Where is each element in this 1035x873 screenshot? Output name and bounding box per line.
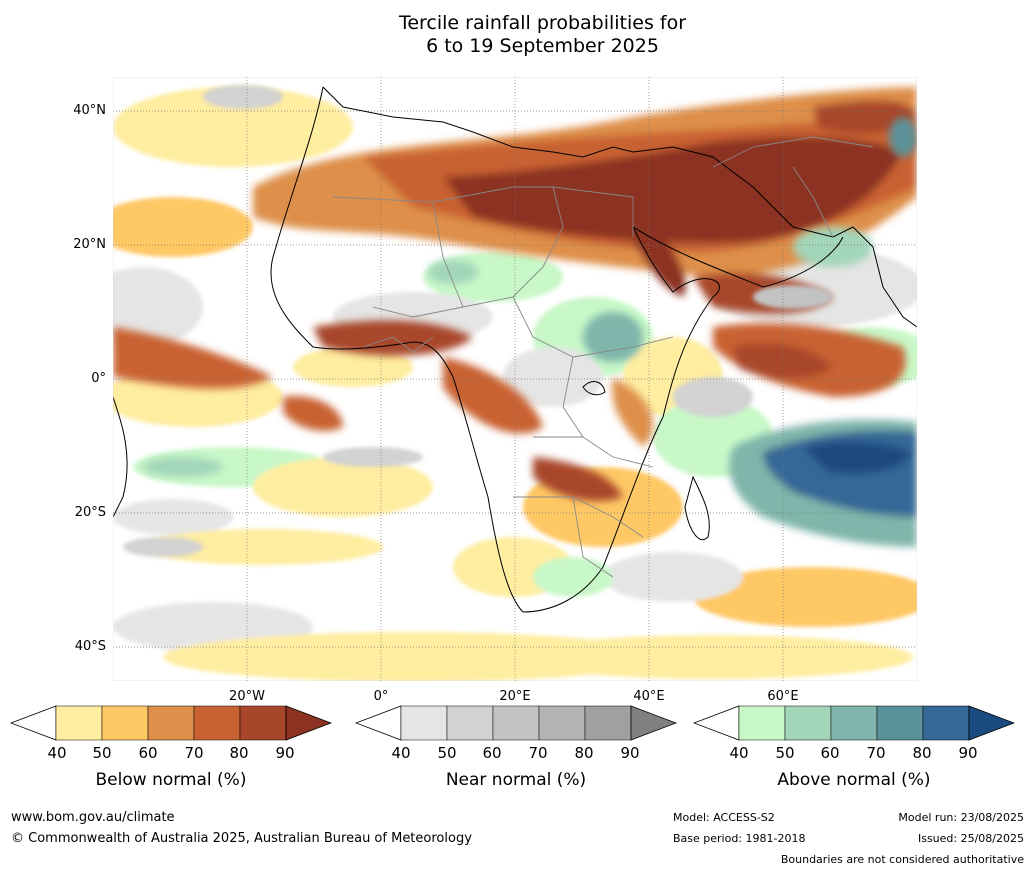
- colorbar-segment: [830, 705, 878, 741]
- above-normal-regions: [143, 117, 917, 547]
- lon-label-0: 0°: [373, 689, 389, 704]
- colorbar-tick: 60: [138, 744, 158, 762]
- below-normal-regions: [113, 87, 917, 501]
- graticule: [113, 77, 917, 681]
- colorbar-tick: 40: [729, 744, 749, 762]
- copyright-text: © Commonwealth of Australia 2025, Austra…: [11, 831, 472, 846]
- colorbar-extend-low: [10, 705, 57, 741]
- lat-label-equator: 0°: [91, 371, 106, 386]
- colorbar-segment: [492, 705, 540, 741]
- colorbar-extend-high: [968, 705, 1015, 741]
- colorbar-segment: [101, 705, 149, 741]
- colorbar-extend-low: [693, 705, 740, 741]
- near-normal-regions: [123, 85, 833, 557]
- rainfall-probability-map: [113, 77, 917, 681]
- colorbar-tick: 70: [184, 744, 204, 762]
- colorbar-segment: [784, 705, 832, 741]
- base-probability-field: [113, 87, 917, 681]
- boundaries-disclaimer: Boundaries are not considered authoritat…: [780, 853, 1024, 866]
- below-normal-label: Below normal (%): [95, 770, 247, 790]
- chart-title-line2: 6 to 19 September 2025: [426, 35, 659, 57]
- model-run-date: Model run: 23/08/2025: [898, 811, 1024, 824]
- colorbar-extend-high: [285, 705, 332, 741]
- lat-label-20s: 20°S: [74, 505, 106, 520]
- above-normal-colorbar: [693, 705, 1015, 741]
- colorbar-segment: [922, 705, 970, 741]
- lon-label-20w: 20°W: [229, 689, 265, 704]
- lat-label-40n: 40°N: [73, 103, 106, 118]
- colorbar-tick: 40: [47, 744, 67, 762]
- colorbar-segment: [239, 705, 287, 741]
- colorbar-tick: 50: [92, 744, 112, 762]
- colorbar-segment: [147, 705, 195, 741]
- lon-label-60e: 60°E: [767, 689, 799, 704]
- colorbar-extend-high: [630, 705, 677, 741]
- colorbar-segment: [400, 705, 448, 741]
- issued-date: Issued: 25/08/2025: [917, 832, 1024, 845]
- near-normal-colorbar: [355, 705, 677, 741]
- colorbar-segment: [193, 705, 241, 741]
- near-normal-label: Near normal (%): [445, 770, 587, 790]
- colorbar-tick: 90: [275, 744, 295, 762]
- lat-label-20n: 20°N: [73, 237, 106, 252]
- colorbar-tick: 90: [958, 744, 978, 762]
- colorbar-tick: 40: [391, 744, 411, 762]
- colorbar-segment: [584, 705, 632, 741]
- country-borders: [332, 136, 874, 578]
- colorbar-tick: 70: [528, 744, 548, 762]
- chart-title-line1: Tercile rainfall probabilities for: [398, 12, 687, 34]
- colorbar-segment: [738, 705, 786, 741]
- colorbar-tick: 50: [437, 744, 457, 762]
- lat-label-40s: 40°S: [74, 639, 106, 654]
- colorbar-segment: [55, 705, 103, 741]
- base-period: Base period: 1981-2018: [673, 832, 806, 845]
- colorbar-segment: [876, 705, 924, 741]
- colorbar-tick: 60: [482, 744, 502, 762]
- lon-label-40e: 40°E: [633, 689, 665, 704]
- colorbar-tick: 50: [775, 744, 795, 762]
- colorbar-tick: 70: [866, 744, 886, 762]
- colorbar-extend-low: [355, 705, 402, 741]
- colorbar-segment: [538, 705, 586, 741]
- coastlines: [113, 86, 917, 613]
- colorbar-tick: 90: [620, 744, 640, 762]
- website-link[interactable]: www.bom.gov.au/climate: [11, 810, 175, 825]
- colorbar-tick: 80: [912, 744, 932, 762]
- colorbar-tick: 80: [229, 744, 249, 762]
- colorbar-segment: [446, 705, 494, 741]
- colorbar-tick: 80: [574, 744, 594, 762]
- lon-label-20e: 20°E: [499, 689, 531, 704]
- above-normal-label: Above normal (%): [777, 770, 931, 790]
- model-name: Model: ACCESS-S2: [673, 811, 775, 824]
- below-normal-colorbar: [10, 705, 332, 741]
- colorbar-tick: 60: [820, 744, 840, 762]
